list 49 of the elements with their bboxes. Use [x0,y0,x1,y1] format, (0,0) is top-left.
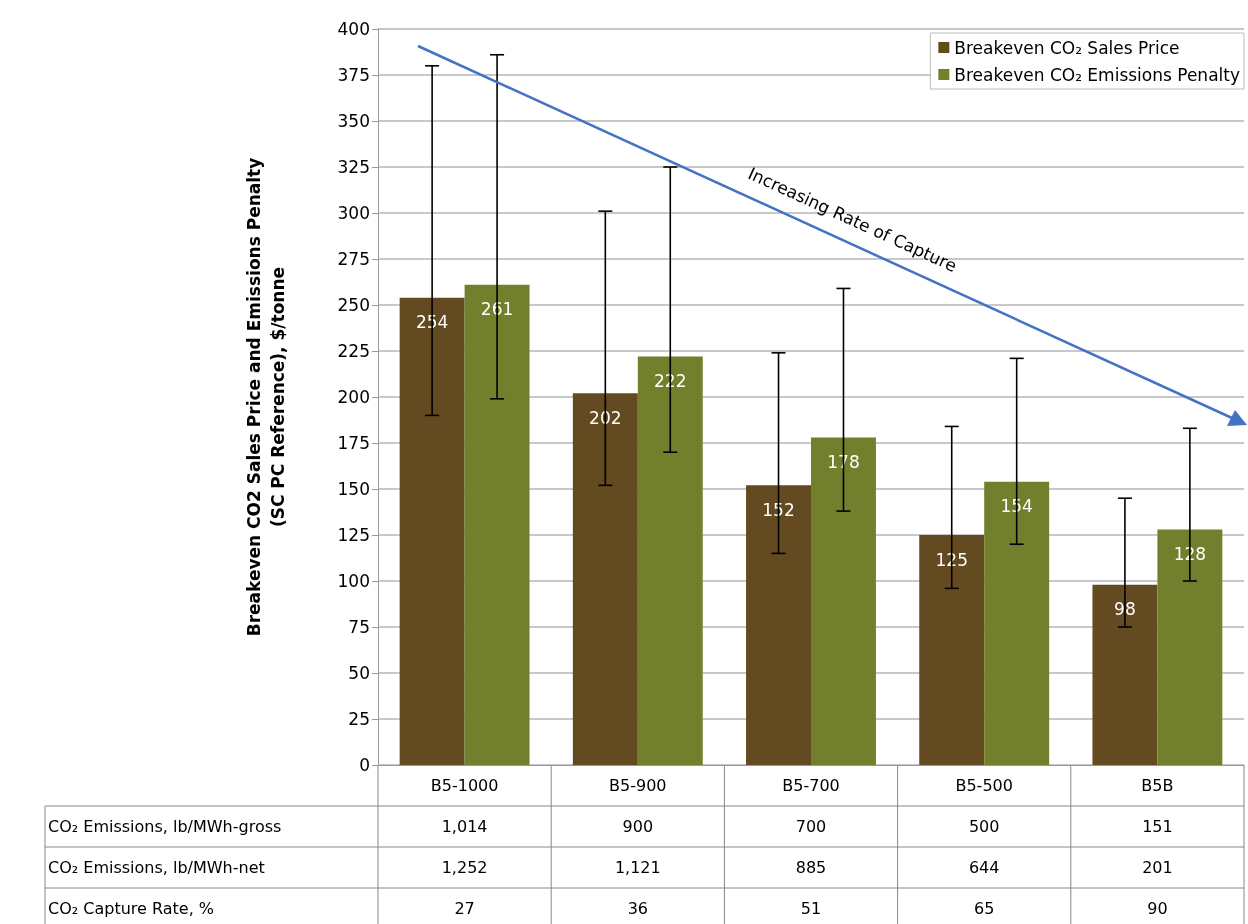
x-tick-label: B5B [1141,775,1174,795]
y-tick-label: 325 [337,157,370,177]
data-label: 202 [589,407,622,428]
y-tick-label: 225 [337,341,370,361]
x-tick-label: B5-1000 [430,775,499,795]
text: 900 [622,817,654,836]
y-tick-label: 200 [337,387,370,407]
text: 201 [1142,858,1173,877]
legend-label: Breakeven CO₂ Sales Price [954,37,1180,58]
text: 644 [968,858,1000,877]
x-tick-label: B5-900 [609,775,667,795]
text: CO₂ Emissions, lb/MWh-gross [48,817,282,836]
text: 1,252 [441,858,488,877]
text: 90 [1147,899,1168,918]
y-tick-label: 175 [337,433,370,453]
text: 885 [795,858,827,877]
data-label: 254 [415,312,449,333]
x-tick-label: B5-500 [955,775,1013,795]
y-tick-label: 300 [337,203,370,223]
y-tick-label: 100 [337,571,370,591]
y-tick-label: 75 [348,617,370,637]
text: CO₂ Emissions, lb/MWh-net [48,858,265,877]
text: 36 [627,899,648,918]
text: 65 [974,899,995,918]
legend-label: Breakeven CO₂ Emissions Penalty [954,64,1241,85]
text: 51 [800,899,822,918]
data-label: 125 [935,549,968,570]
data-label: 261 [480,299,514,320]
x-tick-label: B5-700 [782,775,840,795]
y-tick-label: 50 [348,663,370,683]
y-tick-label: 125 [337,525,370,545]
y-tick-label: 275 [337,249,370,269]
text: CO₂ Capture Rate, % [48,899,215,918]
text: 500 [968,817,1000,836]
y-tick-label: 250 [337,295,370,315]
y-tick-label: 150 [337,479,370,499]
y-tick-label: 25 [348,709,370,729]
y-tick-label: 0 [359,755,370,775]
data-label: 98 [1114,599,1136,620]
text: 700 [795,817,827,836]
text: 151 [1142,817,1173,836]
y-tick-label: 350 [337,111,370,131]
y-tick-label: 375 [337,65,370,85]
text: 1,121 [614,858,661,877]
y-tick-label: 400 [337,19,370,39]
text: 27 [454,899,475,918]
data-label: 152 [762,499,795,520]
y-axis-title: Breakeven CO2 Sales Price and Emissions Penalty (SC PC Reference), $/tonne [244,157,288,637]
text: 1,014 [441,817,488,836]
